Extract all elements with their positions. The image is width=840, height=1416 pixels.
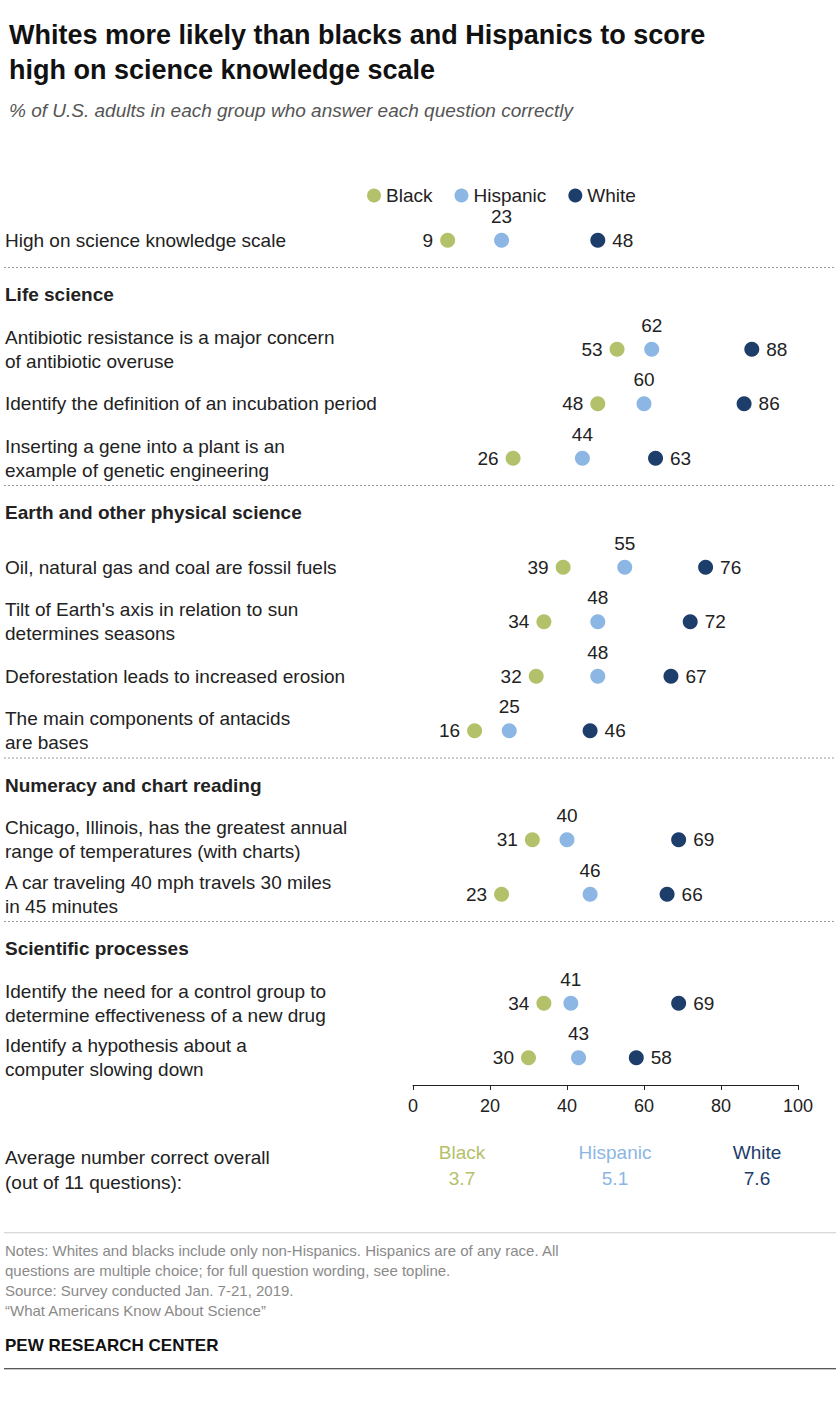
svg-text:72: 72: [705, 611, 726, 632]
svg-text:Life science: Life science: [5, 284, 114, 305]
svg-text:66: 66: [682, 884, 703, 905]
svg-text:34: 34: [508, 993, 530, 1014]
svg-text:48: 48: [562, 393, 583, 414]
svg-text:(out of 11 questions):: (out of 11 questions):: [5, 1172, 182, 1193]
svg-text:Black: Black: [386, 185, 433, 206]
svg-text:“What Americans Know About Sci: “What Americans Know About Science”: [5, 1302, 266, 1319]
svg-text:43: 43: [568, 1023, 589, 1044]
svg-text:Identify the definition of an: Identify the definition of an incubation…: [5, 393, 377, 414]
svg-text:PEW RESEARCH CENTER: PEW RESEARCH CENTER: [5, 1336, 218, 1355]
svg-text:are bases: are bases: [5, 732, 88, 753]
svg-text:high on science knowledge scal: high on science knowledge scale: [9, 55, 435, 85]
svg-text:questions are multiple choice;: questions are multiple choice; for full …: [5, 1262, 450, 1279]
svg-text:88: 88: [766, 339, 787, 360]
svg-text:range of temperatures (with ch: range of temperatures (with charts): [5, 841, 301, 862]
svg-text:Hispanic: Hispanic: [579, 1142, 652, 1163]
svg-text:60: 60: [633, 369, 654, 390]
svg-text:Source: Survey conducted Jan.: Source: Survey conducted Jan. 7-21, 2019…: [5, 1282, 294, 1299]
svg-text:53: 53: [581, 339, 602, 360]
svg-text:White: White: [587, 185, 636, 206]
svg-text:31: 31: [497, 829, 518, 850]
svg-text:41: 41: [560, 969, 581, 990]
svg-text:Inserting a gene into a plant: Inserting a gene into a plant is an: [5, 436, 285, 457]
svg-text:Antibiotic resistance is a maj: Antibiotic resistance is a major concern: [5, 327, 334, 348]
svg-text:39: 39: [528, 557, 549, 578]
svg-text:62: 62: [641, 315, 662, 336]
svg-text:20: 20: [480, 1096, 500, 1116]
svg-text:3.7: 3.7: [449, 1168, 475, 1189]
svg-text:9: 9: [423, 230, 434, 251]
svg-text:26: 26: [477, 448, 498, 469]
svg-text:Average number correct overall: Average number correct overall: [5, 1147, 270, 1168]
svg-text:in 45 minutes: in 45 minutes: [5, 896, 118, 917]
svg-text:% of U.S. adults in each group: % of U.S. adults in each group who answe…: [9, 100, 574, 121]
svg-text:Scientific processes: Scientific processes: [5, 938, 189, 959]
svg-text:Whites more likely than blacks: Whites more likely than blacks and Hispa…: [9, 20, 705, 50]
svg-text:86: 86: [759, 393, 780, 414]
svg-text:100: 100: [783, 1096, 813, 1116]
svg-text:23: 23: [466, 884, 487, 905]
svg-text:Notes: Whites and blacks inclu: Notes: Whites and blacks include only no…: [5, 1242, 559, 1259]
svg-text:32: 32: [501, 666, 522, 687]
svg-text:White: White: [733, 1142, 782, 1163]
svg-text:0: 0: [408, 1096, 418, 1116]
svg-text:Oil, natural gas and coal are: Oil, natural gas and coal are fossil fue…: [5, 557, 337, 578]
svg-text:computer slowing down: computer slowing down: [5, 1059, 204, 1080]
svg-text:40: 40: [556, 805, 577, 826]
svg-text:23: 23: [491, 206, 512, 227]
svg-text:Identify a hypothesis about a: Identify a hypothesis about a: [5, 1035, 247, 1056]
svg-text:67: 67: [685, 666, 706, 687]
svg-text:48: 48: [587, 642, 608, 663]
svg-text:46: 46: [580, 860, 601, 881]
svg-text:44: 44: [572, 424, 594, 445]
svg-text:76: 76: [720, 557, 741, 578]
svg-text:5.1: 5.1: [602, 1168, 628, 1189]
svg-text:Earth and other physical scien: Earth and other physical science: [5, 502, 302, 523]
svg-text:58: 58: [651, 1047, 672, 1068]
svg-text:Hispanic: Hispanic: [473, 185, 546, 206]
svg-text:63: 63: [670, 448, 691, 469]
svg-text:example of genetic engineering: example of genetic engineering: [5, 460, 269, 481]
svg-text:16: 16: [439, 720, 460, 741]
svg-text:40: 40: [557, 1096, 577, 1116]
svg-text:Deforestation leads to increas: Deforestation leads to increased erosion: [5, 666, 345, 687]
svg-text:69: 69: [693, 993, 714, 1014]
svg-text:25: 25: [499, 696, 520, 717]
svg-text:60: 60: [634, 1096, 654, 1116]
svg-text:46: 46: [605, 720, 626, 741]
svg-text:determine effectiveness of a n: determine effectiveness of a new drug: [5, 1005, 326, 1026]
svg-text:7.6: 7.6: [744, 1168, 770, 1189]
svg-text:Chicago, Illinois, has the gre: Chicago, Illinois, has the greatest annu…: [5, 817, 347, 838]
svg-text:The main components of antacid: The main components of antacids: [5, 708, 290, 729]
svg-text:30: 30: [493, 1047, 514, 1068]
svg-text:55: 55: [614, 533, 635, 554]
svg-text:High on science knowledge scal: High on science knowledge scale: [5, 230, 286, 251]
svg-text:determines seasons: determines seasons: [5, 623, 175, 644]
svg-text:48: 48: [612, 230, 633, 251]
svg-text:34: 34: [508, 611, 530, 632]
svg-text:A car traveling 40 mph travels: A car traveling 40 mph travels 30 miles: [5, 872, 331, 893]
svg-text:of antibiotic overuse: of antibiotic overuse: [5, 351, 174, 372]
svg-text:Numeracy and chart reading: Numeracy and chart reading: [5, 775, 262, 796]
svg-text:69: 69: [693, 829, 714, 850]
svg-text:Identify the need for a contro: Identify the need for a control group to: [5, 981, 326, 1002]
svg-text:48: 48: [587, 587, 608, 608]
svg-text:80: 80: [711, 1096, 731, 1116]
svg-text:Black: Black: [439, 1142, 486, 1163]
svg-text:Tilt of Earth's axis in relati: Tilt of Earth's axis in relation to sun: [5, 599, 298, 620]
